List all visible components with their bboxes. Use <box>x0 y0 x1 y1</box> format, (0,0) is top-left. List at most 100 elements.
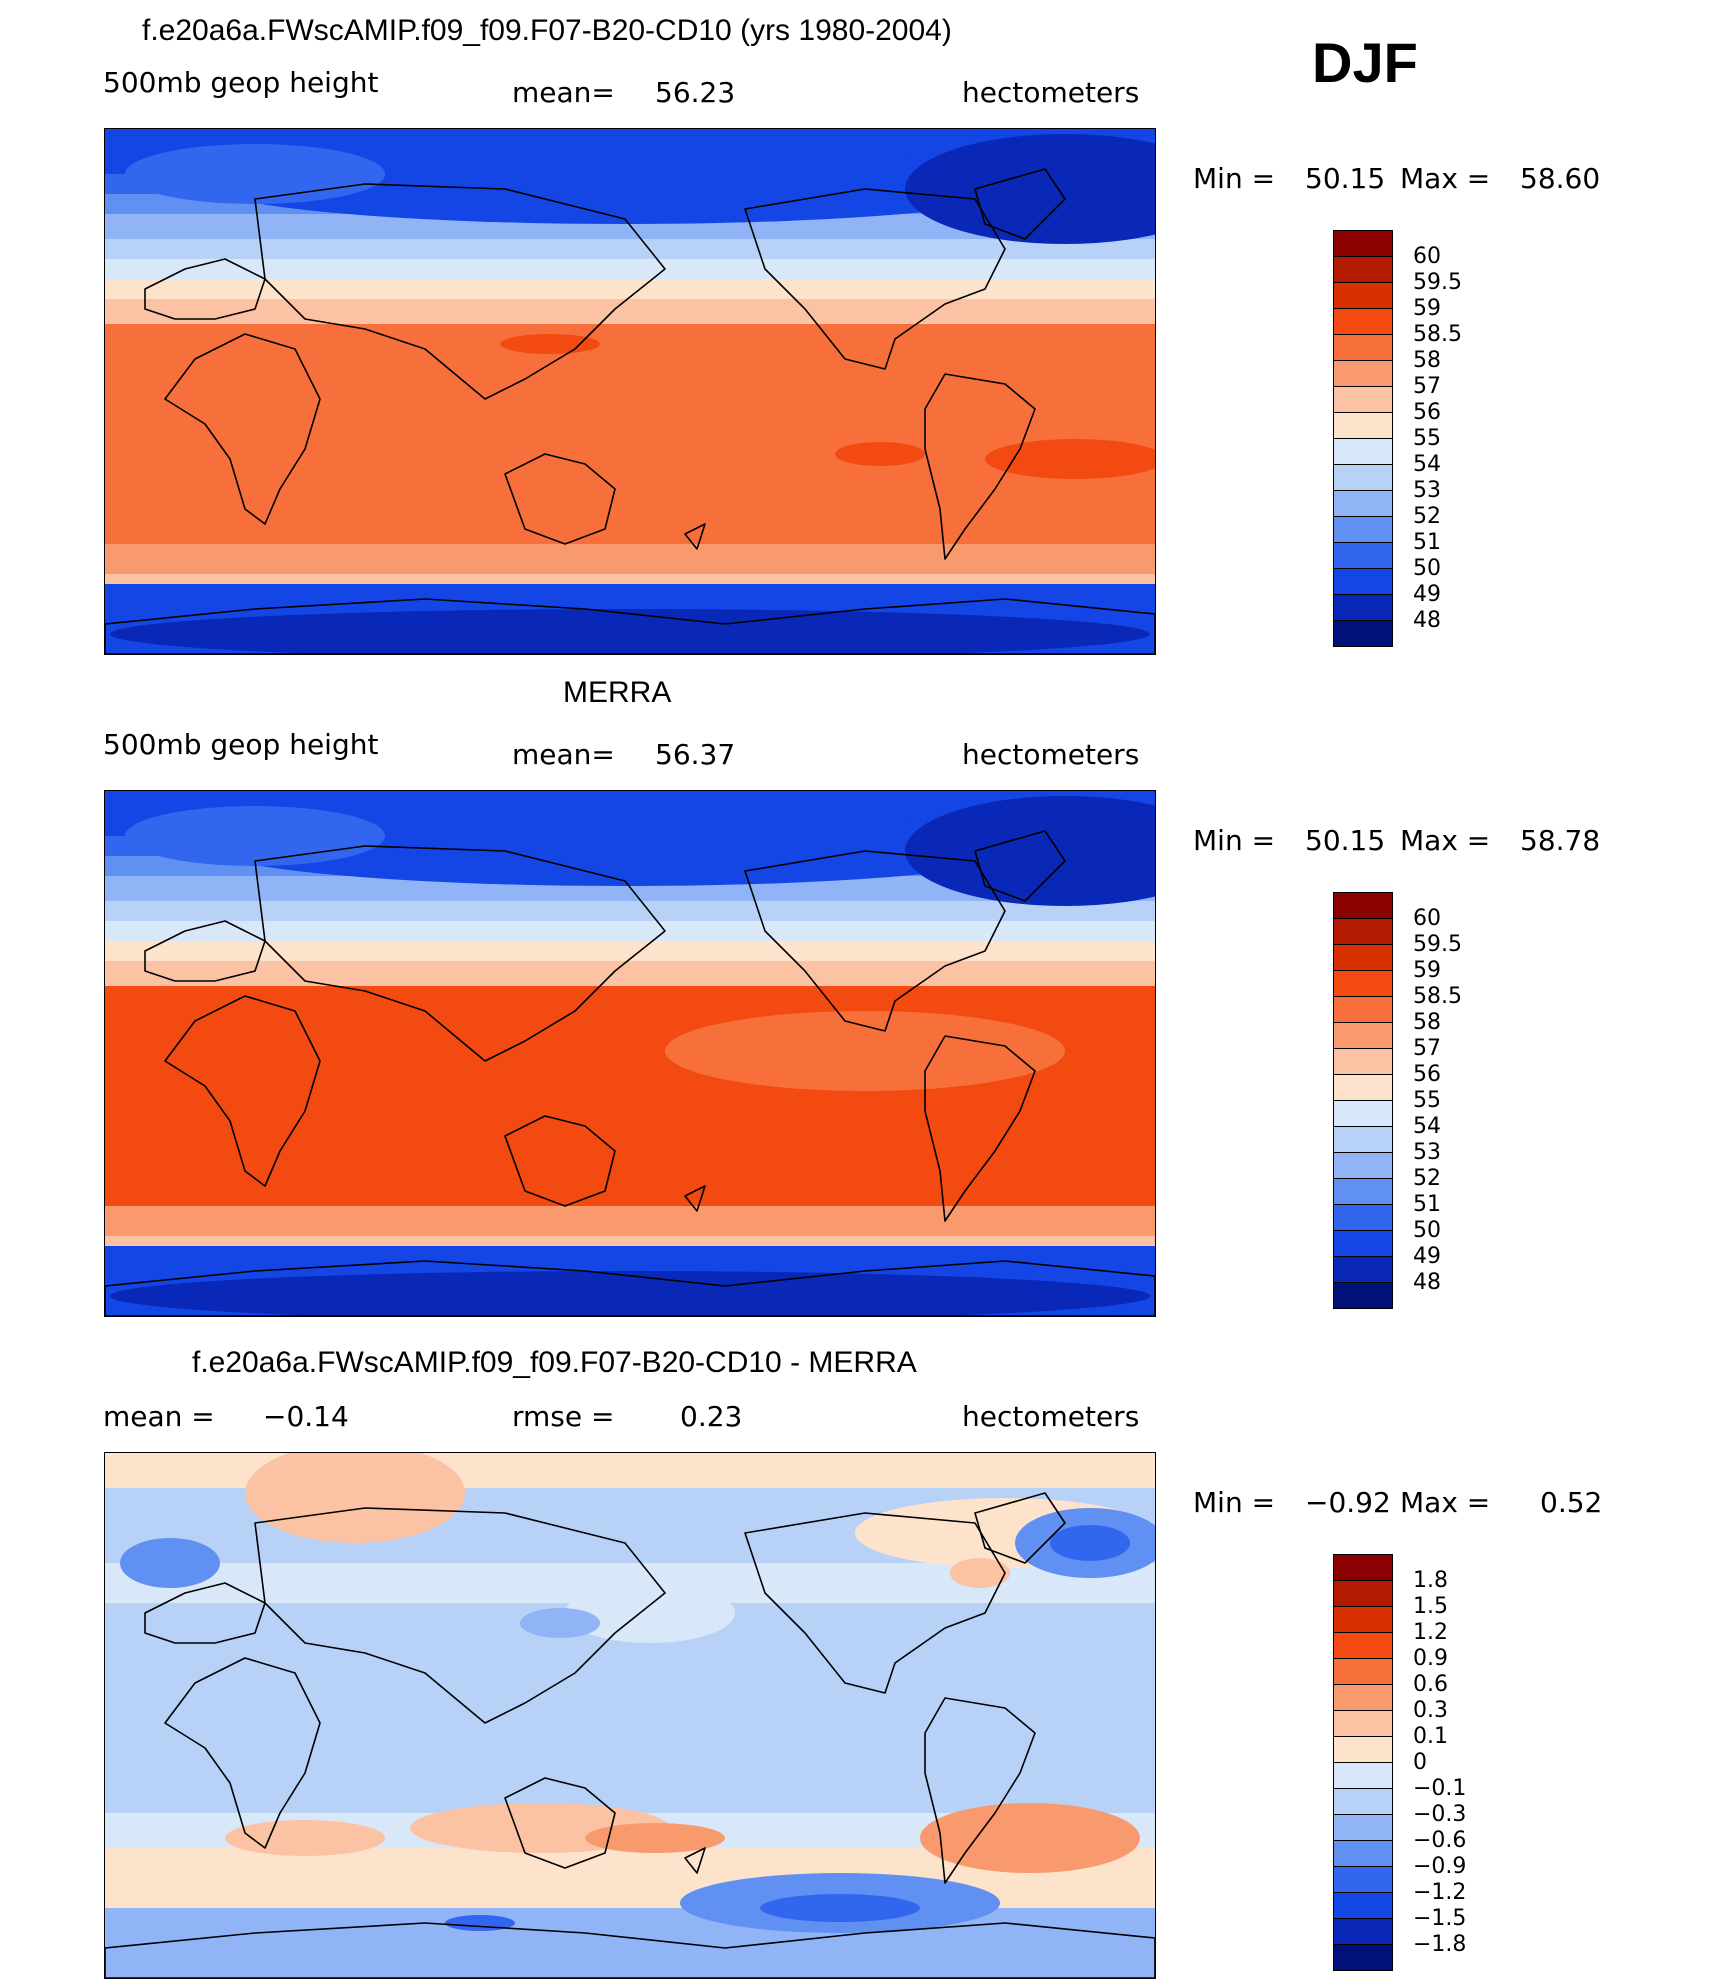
coastline <box>144 1582 266 1644</box>
coastline <box>254 1507 666 1724</box>
colorbar-label: −1.2 <box>1413 1880 1467 1905</box>
colorbar-swatch <box>1333 970 1393 997</box>
colorbar-swatch <box>1333 1606 1393 1633</box>
panel-3-map-svg <box>105 1453 1155 1978</box>
contour-blob <box>665 1011 1065 1091</box>
panel-3-coastlines <box>105 1492 1155 1978</box>
panel-3-mean-label: mean = <box>103 1400 215 1433</box>
colorbar-swatch <box>1333 1230 1393 1257</box>
colorbar-swatch <box>1333 1814 1393 1841</box>
colorbar-swatch <box>1333 1788 1393 1815</box>
contour-blob <box>1050 1525 1130 1561</box>
contour-band <box>105 324 1155 544</box>
colorbar-swatch <box>1333 1710 1393 1737</box>
colorbar-swatch <box>1333 490 1393 517</box>
panel-1-mean-value: 56.23 <box>655 76 736 109</box>
contour-blob <box>500 334 600 354</box>
colorbar-label: 1.8 <box>1413 1568 1448 1593</box>
panel-3-min-value: −0.92 <box>1305 1486 1391 1519</box>
contour-band <box>105 239 1155 259</box>
colorbar-label: 57 <box>1413 374 1441 399</box>
panel-1-min-label: Min = <box>1193 162 1276 195</box>
contour-blob <box>125 144 385 204</box>
colorbar-swatch <box>1333 1554 1393 1581</box>
colorbar-swatch <box>1333 1918 1393 1945</box>
colorbar-swatch <box>1333 542 1393 569</box>
panel-2-title: MERRA <box>563 676 672 709</box>
colorbar-label: 0.1 <box>1413 1724 1448 1749</box>
panel-3-rmse-value: 0.23 <box>680 1400 743 1433</box>
colorbar-label: −0.3 <box>1413 1802 1467 1827</box>
panel-2-variable-label: 500mb geop height <box>103 728 379 761</box>
colorbar-label: 52 <box>1413 1166 1441 1191</box>
colorbar-swatch <box>1333 308 1393 335</box>
colorbar-swatch <box>1333 1840 1393 1867</box>
coastline <box>684 523 706 550</box>
coastline <box>254 183 666 400</box>
colorbar-swatch <box>1333 918 1393 945</box>
colorbar-swatch <box>1333 594 1393 621</box>
colorbar-label: 58 <box>1413 1010 1441 1035</box>
panel-3-rmse-label: rmse = <box>512 1400 615 1433</box>
panel-2-max-label: Max = <box>1400 824 1491 857</box>
colorbar-label: 59.5 <box>1413 932 1462 957</box>
coastline <box>924 1035 1036 1222</box>
panel-1-variable-label: 500mb geop height <box>103 66 379 99</box>
coastline <box>924 1697 1036 1884</box>
colorbar-swatch <box>1333 620 1393 647</box>
coastline <box>744 188 1006 370</box>
panel-2-map <box>104 790 1156 1317</box>
colorbar-label: 58.5 <box>1413 322 1462 347</box>
panel-1-colorbar: 60 59.5 59 58.5 58 57 56 55 54 53 52 51 50 49 48 <box>1333 230 1462 647</box>
colorbar-label: 50 <box>1413 556 1441 581</box>
contour-blob <box>760 1894 920 1922</box>
colorbar-label: 55 <box>1413 1088 1441 1113</box>
coastline <box>144 920 266 982</box>
coastline <box>504 453 616 545</box>
panel-1-max-value: 58.60 <box>1520 162 1601 195</box>
contour-blob <box>835 442 925 466</box>
colorbar-label: 59 <box>1413 958 1441 983</box>
colorbar-swatch <box>1333 282 1393 309</box>
colorbar-label: 60 <box>1413 906 1441 931</box>
contour-band <box>105 961 1155 986</box>
contour-blob <box>245 1453 465 1543</box>
colorbar-swatch <box>1333 1204 1393 1231</box>
colorbar-swatch <box>1333 230 1393 257</box>
contour-band <box>105 901 1155 921</box>
colorbar-swatch <box>1333 1152 1393 1179</box>
coastline <box>504 1115 616 1207</box>
colorbar-label: 49 <box>1413 582 1441 607</box>
panel-1-coastlines <box>105 168 1155 654</box>
contour-band <box>105 259 1155 279</box>
contour-band <box>105 544 1155 574</box>
colorbar-swatch <box>1333 1762 1393 1789</box>
colorbar-label: 0.9 <box>1413 1646 1448 1671</box>
colorbar-label: 58.5 <box>1413 984 1462 1009</box>
contour-blob <box>110 1271 1150 1316</box>
colorbar-label: 56 <box>1413 400 1441 425</box>
coastline <box>504 1777 616 1869</box>
colorbar-label: 50 <box>1413 1218 1441 1243</box>
panel-3-map <box>104 1452 1156 1979</box>
colorbar-swatch <box>1333 1100 1393 1127</box>
colorbar-swatch <box>1333 892 1393 919</box>
contour-blob <box>205 806 1045 886</box>
contour-band <box>105 1206 1155 1236</box>
colorbar-label: 58 <box>1413 348 1441 373</box>
colorbar-label: 59 <box>1413 296 1441 321</box>
contour-blob <box>950 1558 1010 1588</box>
panel-2-colorbar: 60 59.5 59 58.5 58 57 56 55 54 53 52 51 50 49 48 <box>1333 892 1462 1309</box>
colorbar-swatch <box>1333 1892 1393 1919</box>
colorbar-swatch <box>1333 386 1393 413</box>
contour-blob <box>225 1820 385 1856</box>
colorbar-label: −1.8 <box>1413 1932 1467 1957</box>
colorbar-label: 49 <box>1413 1244 1441 1269</box>
colorbar-swatch <box>1333 1736 1393 1763</box>
colorbar-swatch <box>1333 1684 1393 1711</box>
colorbar-label: 0.6 <box>1413 1672 1448 1697</box>
colorbar-label: 54 <box>1413 452 1441 477</box>
colorbar-swatch <box>1333 1178 1393 1205</box>
contour-blob <box>120 1538 220 1588</box>
panel-2-min-label: Min = <box>1193 824 1276 857</box>
